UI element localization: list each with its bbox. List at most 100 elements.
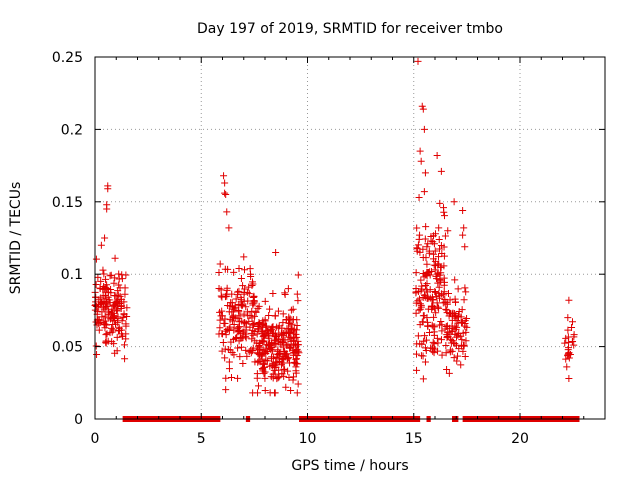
data-point xyxy=(440,204,447,212)
data-point xyxy=(440,262,448,270)
data-point xyxy=(279,310,287,318)
data-point xyxy=(459,231,467,239)
data-point xyxy=(103,205,111,213)
data-point xyxy=(459,341,467,349)
data-point xyxy=(444,227,452,235)
x-tick-label: 20 xyxy=(511,431,529,447)
data-point xyxy=(437,167,445,175)
data-point xyxy=(110,279,118,287)
data-point xyxy=(104,307,112,315)
data-point xyxy=(416,340,424,348)
data-point xyxy=(424,269,432,277)
data-point xyxy=(285,354,293,362)
data-point xyxy=(109,314,117,322)
data-point xyxy=(113,307,121,315)
data-point xyxy=(256,346,264,354)
data-point xyxy=(450,354,458,362)
data-point xyxy=(101,234,109,242)
data-point xyxy=(460,224,468,232)
data-point xyxy=(275,331,283,339)
data-point xyxy=(463,315,471,323)
data-point xyxy=(215,330,223,338)
data-point xyxy=(97,241,105,249)
data-point xyxy=(442,349,450,357)
x-tick-label: 0 xyxy=(91,431,100,447)
data-point xyxy=(122,271,130,279)
data-point xyxy=(255,357,263,365)
data-point xyxy=(421,169,429,177)
data-point xyxy=(414,332,422,340)
data-point xyxy=(239,334,247,342)
data-point xyxy=(120,341,128,349)
data-point xyxy=(227,338,235,346)
data-point xyxy=(122,320,130,328)
data-point xyxy=(274,351,282,359)
data-point xyxy=(107,285,115,293)
data-point xyxy=(424,240,432,248)
data-point xyxy=(413,224,421,232)
data-point xyxy=(110,302,118,310)
data-point xyxy=(228,308,236,316)
data-point xyxy=(216,308,224,316)
data-point xyxy=(228,317,236,325)
data-point xyxy=(249,344,257,352)
data-point xyxy=(438,351,446,359)
data-point xyxy=(261,374,269,382)
data-point xyxy=(245,283,253,291)
data-point xyxy=(99,266,107,274)
data-point xyxy=(280,365,288,373)
data-point xyxy=(285,374,293,382)
data-point xyxy=(115,270,123,278)
data-point xyxy=(229,305,237,313)
data-point xyxy=(565,374,573,382)
data-point xyxy=(293,316,301,324)
data-point xyxy=(293,360,301,368)
data-point xyxy=(245,290,253,298)
data-point xyxy=(235,308,243,316)
data-point xyxy=(436,321,444,329)
data-point xyxy=(452,333,460,341)
data-point xyxy=(561,339,569,347)
data-point xyxy=(240,253,248,261)
data-point xyxy=(431,230,439,238)
data-point xyxy=(443,334,451,342)
data-point xyxy=(284,285,292,293)
data-point xyxy=(227,373,235,381)
y-tick-label: 0.1 xyxy=(61,267,83,283)
data-point xyxy=(421,293,429,301)
data-point xyxy=(435,294,443,302)
data-point xyxy=(222,331,230,339)
data-point xyxy=(282,383,290,391)
data-point xyxy=(92,255,100,263)
data-point xyxy=(227,299,235,307)
data-point xyxy=(295,349,303,357)
data-point xyxy=(222,191,230,199)
data-point xyxy=(265,332,273,340)
data-point xyxy=(447,335,455,343)
data-point xyxy=(94,273,102,281)
data-point xyxy=(121,290,129,298)
data-point xyxy=(441,278,448,286)
data-point xyxy=(412,269,420,277)
data-point xyxy=(434,279,442,287)
data-point xyxy=(248,329,256,337)
data-point xyxy=(121,284,129,292)
data-point xyxy=(442,305,450,313)
data-point xyxy=(235,264,243,272)
data-point xyxy=(96,319,104,327)
data-point xyxy=(416,300,424,308)
data-point xyxy=(457,319,465,327)
data-point xyxy=(250,298,258,306)
data-point xyxy=(224,265,232,273)
data-point xyxy=(423,280,431,288)
data-point xyxy=(435,224,443,232)
data-point xyxy=(219,339,227,347)
data-point xyxy=(430,349,438,357)
data-point xyxy=(272,333,280,341)
data-point xyxy=(104,185,112,193)
data-point xyxy=(292,355,300,363)
data-point xyxy=(287,306,295,314)
data-point xyxy=(281,289,289,297)
data-point xyxy=(431,304,439,312)
data-point xyxy=(118,275,126,283)
